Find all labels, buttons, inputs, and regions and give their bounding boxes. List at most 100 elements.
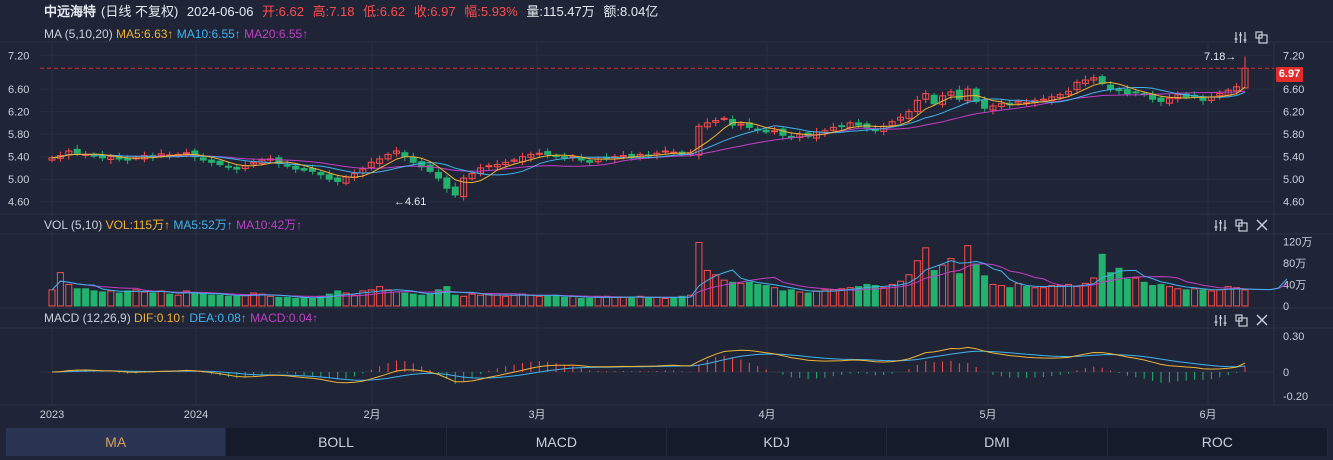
volume-bar xyxy=(1233,287,1241,307)
price-axis-label-right: 5.00 xyxy=(1283,174,1304,186)
tab-kdj[interactable]: KDJ xyxy=(667,428,888,456)
popout-icon[interactable] xyxy=(1254,30,1268,44)
price-axis-label-left: 5.00 xyxy=(8,174,29,186)
candle-body xyxy=(493,164,501,168)
volume-bar xyxy=(434,289,442,307)
volume-bar xyxy=(149,292,157,307)
volume: 量:115.47万 xyxy=(526,4,595,19)
volume-bar xyxy=(863,283,871,307)
volume-bar xyxy=(939,264,947,307)
volume-bar xyxy=(367,289,375,307)
candle-body xyxy=(1157,97,1165,102)
volume-bar xyxy=(1023,286,1031,307)
volume-bar xyxy=(779,290,787,307)
stock-chart[interactable]: 2023 2024 2月 3月 4月 5月 6月 7.20 7.20 6.60 6.60 6.20 6.… xyxy=(0,0,1333,428)
volume-bar xyxy=(611,296,619,307)
volume-bar xyxy=(124,290,132,307)
dif-value: DIF:0.10↑ xyxy=(134,311,187,325)
tab-ma[interactable]: MA xyxy=(6,428,227,456)
volume-bar xyxy=(1157,283,1165,307)
ma5-value: MA5:6.63↑ xyxy=(116,27,174,41)
price-axis-label-left: 7.20 xyxy=(8,50,29,62)
settings-sliders-icon[interactable] xyxy=(1213,218,1227,232)
close-icon[interactable] xyxy=(1255,218,1269,232)
tab-macd[interactable]: MACD xyxy=(447,428,667,456)
x-axis-label: 2月 xyxy=(363,409,380,421)
volume-bar xyxy=(115,292,123,307)
popout-icon[interactable] xyxy=(1234,313,1248,327)
x-axis-label: 4月 xyxy=(758,409,775,421)
volume-bar xyxy=(981,275,989,307)
candle-body xyxy=(140,155,148,160)
candle-body xyxy=(838,125,846,128)
volume-bar xyxy=(619,296,627,307)
candle-body xyxy=(367,161,375,168)
macd-value: MACD:0.04↑ xyxy=(250,311,319,325)
popout-icon[interactable] xyxy=(1234,218,1248,232)
volume-bar xyxy=(569,295,577,307)
volume-bar xyxy=(670,296,678,307)
volume-bar xyxy=(56,272,64,307)
volume-bar xyxy=(661,297,669,307)
vol-axis-label: 120万 xyxy=(1283,236,1312,248)
volume-bar xyxy=(1115,267,1123,307)
candle-body xyxy=(1149,94,1157,100)
candle-body xyxy=(1132,91,1140,94)
volume-bar xyxy=(376,286,384,307)
candle-body xyxy=(628,153,636,158)
volume-bar xyxy=(754,283,762,307)
candle-body xyxy=(577,157,585,161)
volume-bar xyxy=(787,289,795,307)
volume-bar xyxy=(1182,289,1190,307)
volume-bar xyxy=(1224,286,1232,307)
candle-body xyxy=(1048,96,1056,102)
candle-body xyxy=(661,150,669,153)
current-price-tag: 6.97 xyxy=(1276,67,1303,82)
volume-bar xyxy=(535,295,543,307)
volume-bar xyxy=(737,282,745,307)
candle-body xyxy=(73,148,81,154)
volume-bar xyxy=(174,294,182,307)
volume-bar xyxy=(191,292,199,307)
volume-bar xyxy=(947,258,955,307)
candle-body xyxy=(527,153,535,158)
candle-body xyxy=(1107,84,1115,90)
volume-bar xyxy=(1241,289,1249,307)
candle-body xyxy=(695,125,703,156)
tab-dmi[interactable]: DMI xyxy=(887,428,1108,456)
volume-bar xyxy=(762,285,770,307)
macd-axis-label: 0.30 xyxy=(1283,331,1304,343)
candle-body xyxy=(544,151,552,155)
volume-bar xyxy=(1207,290,1215,307)
vol-ma5-line xyxy=(51,260,1288,299)
volume-bar xyxy=(829,289,837,307)
volume-bar xyxy=(325,293,333,307)
volume-bar xyxy=(241,294,249,307)
volume-bar xyxy=(1073,286,1081,307)
high-note: 7.18→ xyxy=(1204,51,1237,63)
tab-boll[interactable]: BOLL xyxy=(226,428,447,456)
close-icon[interactable] xyxy=(1255,313,1269,327)
candle-body xyxy=(1014,100,1022,104)
volume-bar xyxy=(905,274,913,307)
dif-line xyxy=(51,346,1246,384)
candle-body xyxy=(224,165,232,168)
vol-axis-label: 0 xyxy=(1283,301,1289,313)
vol-toolbar xyxy=(1213,218,1269,232)
settings-sliders-icon[interactable] xyxy=(1233,30,1247,44)
x-axis-label: 2023 xyxy=(40,409,64,421)
volume-bar xyxy=(628,296,636,307)
price-axis-label-left: 6.60 xyxy=(8,84,29,96)
vol-axis-label: 40万 xyxy=(1283,279,1306,291)
stock-name: 中远海特 xyxy=(44,4,97,19)
ma-toolbar xyxy=(1233,30,1268,44)
tab-roc[interactable]: ROC xyxy=(1108,428,1328,456)
candle-body xyxy=(1115,89,1123,92)
volume-bar xyxy=(720,279,728,307)
settings-sliders-icon[interactable] xyxy=(1213,313,1227,327)
candle-body xyxy=(1056,94,1064,99)
candle-body xyxy=(855,122,863,126)
volume-bar xyxy=(1090,277,1098,307)
volume-bar xyxy=(821,289,829,307)
candle-body xyxy=(250,161,258,165)
